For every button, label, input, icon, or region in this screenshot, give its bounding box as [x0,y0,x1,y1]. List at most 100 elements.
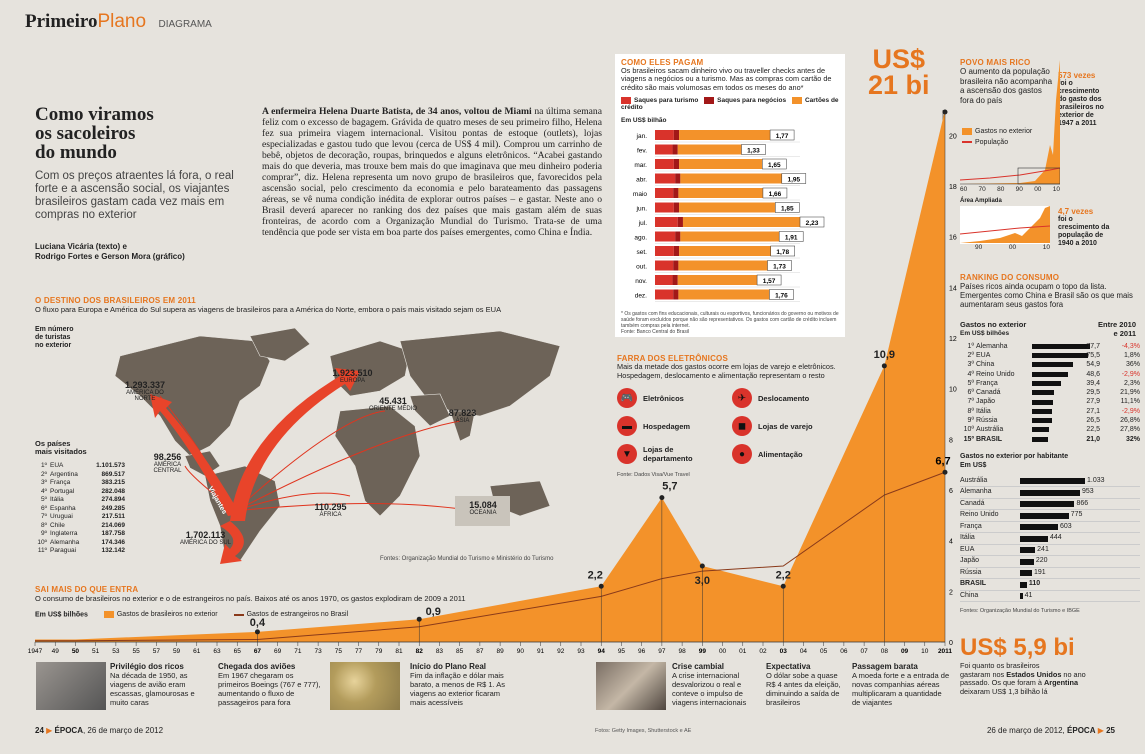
hab-value: 41 [1024,591,1033,599]
timeline-legend-area: Gastos de brasileiros no exterior [103,611,218,618]
ranking-change: 2,3% [1124,379,1140,387]
headline-block: Como viramos os sacoleiros do mundo Com … [35,105,245,262]
pay-total-label: 1,95 [787,177,800,184]
event-title: Início do Plano Real [410,662,487,671]
ranking-row: 7º Japão 27,9 11,1% [960,397,1140,406]
body-text: A enfermeira Helena Duarte Batista, de 3… [262,106,602,238]
ranking-change: 1,8% [1124,351,1140,359]
povo-section: POVO MAIS RICO O aumento da população br… [960,58,1135,105]
timeline-legend: Em US$ bilhões Gastos de brasileiros no … [35,611,348,618]
event-1999: Crise cambial A crise internacional desva… [672,662,760,707]
growth-a-text: foi o crescimento do gasto dos brasileir… [1058,80,1104,127]
big59-line-2: gastaram nos Estados Unidos no ano [960,670,1140,680]
farra-item-label: Hospedagem [643,421,691,431]
hab-bar [1020,547,1036,554]
ranking-row: 3º China 54,9 36% [960,360,1140,369]
hab-value: 241 [1037,545,1049,553]
x-tick-label: 04 [800,648,808,655]
airplane-icon: ✈ [732,388,752,408]
x-tick-label: 89 [496,648,504,655]
data-value-label: 10,9 [874,349,895,361]
destino-source: Fontes: Organização Mundial do Turismo e… [380,556,554,562]
footer-photos: Fotos: Getty Images, Shutterstock e AE [595,728,692,734]
ranking-head-l1: Gastos no exterior [960,319,1027,329]
big-value-59-text: Foi quanto os brasileiros gastaram nos E… [960,661,1140,696]
big-value-21: US$ 21 bi [868,46,930,100]
region-label-south-america: 1.702.113 AMÉRICA DO SUL [178,530,233,546]
pay-chart: jan. 1,77 fev. 1,33 mar. 1,65 abr. 1,95 maio 1,66… [633,130,825,303]
continents [114,327,561,562]
hab-country: Alemanha [960,488,992,496]
data-marker [942,109,948,115]
x-tick-label: 01 [739,648,747,655]
event-title: Chegada dos aviões [218,662,296,671]
pay-bar-segment [655,188,674,199]
x-tick-label: 07 [860,648,868,655]
region-name: ORIENTE MÉDIO [368,406,417,412]
pay-bar-segment [680,173,782,184]
hab-bar [1020,558,1034,565]
pay-bar-segment [679,202,776,213]
region-value: 45.431 [379,396,407,406]
headline-line-1: Como viramos [35,104,154,125]
top-visited-row: 8º Chile 214.069 [35,522,125,531]
region-value: 98.256 [153,452,182,462]
event-text: A crise internacional desvalorizou o rea… [672,671,747,707]
top-visited-row: 6º Espanha 249.285 [35,505,125,514]
hab-row: BRASIL 110 [960,579,1140,591]
ranking-value: 75,5 [1086,351,1100,359]
hab-head: Gastos no exterior por habitante Em US$ [960,452,1140,470]
pay-bar-segment [673,159,680,170]
top-visited-row: 7º Uruguai 217.511 [35,513,125,522]
pay-total-label: 1,33 [747,148,760,155]
value: 383.215 [101,479,126,486]
footer-left-date: , 26 de março de 2012 [82,726,164,735]
povo-tick-top: 80 [997,186,1005,193]
body-lead: A enfermeira Helena Duarte Batista, de 3… [262,106,532,117]
pay-bar-segment [655,202,674,213]
timeline-legend-line: Gastos de estrangeiros no Brasil [233,611,348,618]
event-text: Na década de 1950, as viagens de avião e… [110,671,195,707]
rank: 4º [41,487,47,495]
pay-bar-segment [655,260,674,271]
unit-line-1: Em número [35,326,74,333]
line-end-label: 6,7 [935,455,950,467]
x-tick-label: 51 [92,648,100,655]
pay-month-label: mar. [634,162,647,169]
region-value: 110.295 [314,502,347,512]
pay-bar-segment [655,231,676,242]
farra-item: ▼ Lojas de departamento [617,444,732,464]
povo-legend-line-label: População [975,139,1009,146]
pay-total-label: 2,23 [806,220,819,227]
ranking-change: -2,9% [1121,370,1140,378]
ranking-bar [1032,390,1055,396]
ranking-country: França [976,379,998,387]
ranking-rank: 3º [967,361,974,369]
region-value: 1.293.337 [124,380,166,390]
value: 174.346 [101,538,126,546]
top-visited-row: 3º França 383.215 [35,479,125,488]
ranking-change: -2,9% [1121,407,1140,415]
povo-tick-top: 00 [1034,186,1042,193]
hab-bar [1020,581,1027,588]
ranking-row: 10º Austrália 22,5 27,8% [960,425,1140,434]
y-tick-label: 10 [949,387,957,394]
top-visited-row: 10º Alemanha 174.346 [35,539,125,548]
ranking-bar [1032,427,1049,433]
big-value-line-2: 21 bi [868,70,930,100]
credits-line-1: Luciana Vicária (texto) e [35,242,127,251]
x-tick-label: 69 [274,648,282,655]
pay-month-label: jul. [638,220,648,227]
x-tick-label: 71 [294,648,302,655]
pay-bar-segment [677,144,742,155]
rank: 6º [41,504,47,512]
ranking-value: 29,5 [1086,389,1100,397]
destino-unit: Em número de turistas no exterior [35,326,74,350]
ranking-value: 26,5 [1086,416,1100,424]
ranking-rank: 2º [967,351,974,359]
x-tick-label: 87 [476,648,484,655]
x-tick-label: 93 [577,648,585,655]
region-name: AMÉRICA DO NORTE [126,390,164,402]
value: 217.511 [101,513,125,520]
shopping-bag-icon: ◼ [732,416,752,436]
